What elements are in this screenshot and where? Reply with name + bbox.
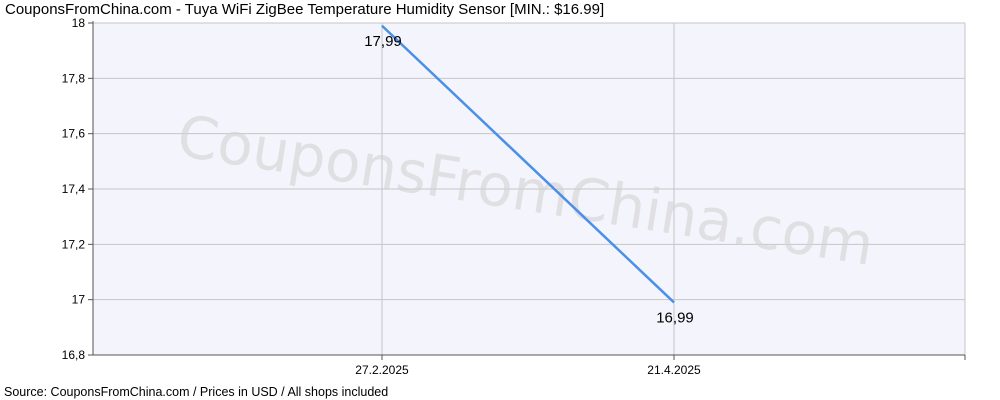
x-tick-label: 21.4.2025 [647,363,701,377]
y-tick-label: 17,8 [62,71,86,85]
y-tick-label: 17 [72,293,86,307]
y-tick-label: 17,4 [62,182,86,196]
x-tick-label: 27.2.2025 [355,363,409,377]
y-tick-label: 17,2 [62,237,86,251]
y-tick-label: 16,8 [62,348,86,362]
chart-title: CouponsFromChina.com - Tuya WiFi ZigBee … [5,1,605,18]
data-label: 16,99 [656,309,694,326]
price-series [381,24,675,304]
data-label: 17,99 [364,33,402,50]
y-tick-label: 18 [72,16,86,30]
series-line [381,24,675,304]
data-labels: 17,99 16,99 [364,33,694,327]
y-tick-label: 17,6 [62,127,86,141]
y-axis-ticks: 16,8 17 17,2 17,4 17,6 17,8 18 [62,16,93,362]
x-axis-ticks: 27.2.2025 21.4.2025 [355,355,966,377]
chart-footer: Source: CouponsFromChina.com / Prices in… [4,385,389,399]
